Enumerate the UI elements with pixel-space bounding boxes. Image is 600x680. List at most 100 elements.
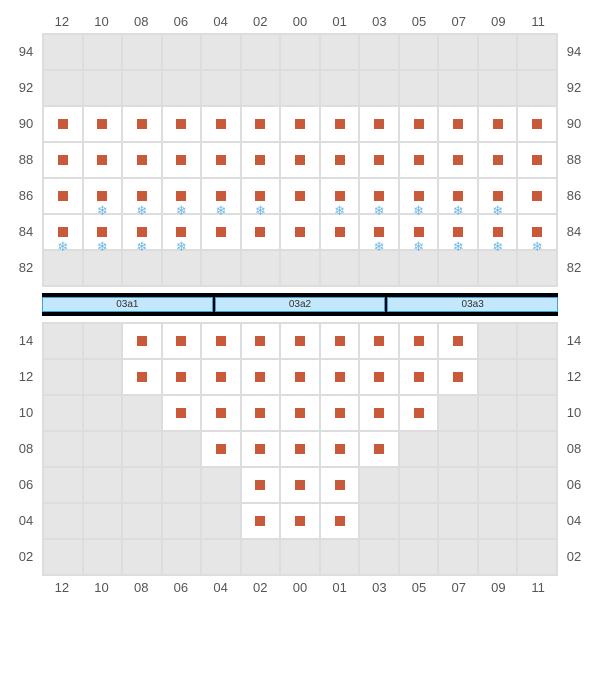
grid-cell xyxy=(122,70,162,106)
grid-cell xyxy=(399,142,439,178)
marker-icon xyxy=(216,336,226,346)
grid-cell xyxy=(122,539,162,575)
grid-cell: ❄ xyxy=(43,214,83,250)
grid-cell xyxy=(438,323,478,359)
marker-icon xyxy=(295,227,305,237)
marker-icon xyxy=(493,227,503,237)
grid-cell xyxy=(399,467,439,503)
grid-cell xyxy=(280,250,320,286)
grid-cell xyxy=(241,359,281,395)
grid-cell xyxy=(478,431,518,467)
grid-cell xyxy=(517,503,557,539)
col-label: 00 xyxy=(280,10,320,33)
grid-cell xyxy=(517,250,557,286)
grid-cell: ❄ xyxy=(162,178,202,214)
marker-icon xyxy=(176,191,186,201)
grid-cell xyxy=(359,539,399,575)
snowflake-icon: ❄ xyxy=(136,203,147,219)
marker-icon xyxy=(97,191,107,201)
grid-cell xyxy=(162,539,202,575)
marker-icon xyxy=(335,336,345,346)
grid-cell xyxy=(280,503,320,539)
marker-icon xyxy=(216,372,226,382)
grid-cell xyxy=(438,250,478,286)
bottom-row-labels-right: 14121008060402 xyxy=(558,322,590,576)
marker-icon xyxy=(335,372,345,382)
col-label: 05 xyxy=(399,10,439,33)
rack-diagram: 12100806040200010305070911 9492908886848… xyxy=(10,10,590,599)
marker-icon xyxy=(532,119,542,129)
grid-cell xyxy=(83,142,123,178)
grid-cell xyxy=(43,359,83,395)
grid-cell xyxy=(162,70,202,106)
col-label: 09 xyxy=(479,576,519,599)
marker-icon xyxy=(335,155,345,165)
grid-cell xyxy=(359,250,399,286)
marker-icon xyxy=(493,191,503,201)
row-label: 04 xyxy=(558,502,590,538)
grid-cell xyxy=(478,503,518,539)
marker-icon xyxy=(374,119,384,129)
grid-cell xyxy=(201,106,241,142)
grid-cell xyxy=(201,359,241,395)
col-label: 03 xyxy=(360,576,400,599)
marker-icon xyxy=(414,119,424,129)
grid-cell xyxy=(241,431,281,467)
grid-cell: ❄ xyxy=(399,178,439,214)
grid-cell xyxy=(280,323,320,359)
grid-cell: ❄ xyxy=(438,178,478,214)
row-label: 08 xyxy=(558,430,590,466)
grid-cell xyxy=(241,395,281,431)
grid-cell xyxy=(320,250,360,286)
grid-cell: ❄ xyxy=(517,214,557,250)
grid-cell xyxy=(517,467,557,503)
top-grid: ❄❄❄❄❄❄❄❄❄❄❄❄❄❄❄❄❄❄❄ xyxy=(42,33,558,287)
grid-cell xyxy=(201,250,241,286)
grid-cell xyxy=(438,395,478,431)
marker-icon xyxy=(532,155,542,165)
marker-icon xyxy=(295,372,305,382)
marker-icon xyxy=(58,191,68,201)
grid-cell xyxy=(201,539,241,575)
grid-cell xyxy=(162,323,202,359)
row-label: 88 xyxy=(10,141,42,177)
grid-cell xyxy=(399,395,439,431)
marker-icon xyxy=(493,155,503,165)
row-label: 84 xyxy=(558,213,590,249)
grid-cell xyxy=(241,106,281,142)
row-label: 94 xyxy=(10,33,42,69)
grid-cell xyxy=(438,70,478,106)
marker-icon xyxy=(255,336,265,346)
snowflake-icon: ❄ xyxy=(413,203,424,219)
row-label: 90 xyxy=(558,105,590,141)
marker-icon xyxy=(137,119,147,129)
row-label: 86 xyxy=(558,177,590,213)
snowflake-icon: ❄ xyxy=(453,239,464,255)
top-row-labels-right: 94929088868482 xyxy=(558,33,590,287)
grid-cell xyxy=(122,359,162,395)
grid-cell xyxy=(162,34,202,70)
marker-icon xyxy=(137,227,147,237)
grid-cell xyxy=(320,34,360,70)
grid-cell xyxy=(359,467,399,503)
bottom-row-labels-left: 14121008060402 xyxy=(10,322,42,576)
snowflake-icon: ❄ xyxy=(255,203,266,219)
divider-bar: 03a103a203a3 xyxy=(42,293,558,316)
marker-icon xyxy=(295,480,305,490)
row-label: 94 xyxy=(558,33,590,69)
marker-icon xyxy=(97,227,107,237)
grid-cell: ❄ xyxy=(162,214,202,250)
grid-cell xyxy=(201,503,241,539)
grid-cell: ❄ xyxy=(241,178,281,214)
grid-cell xyxy=(201,431,241,467)
marker-icon xyxy=(335,444,345,454)
marker-icon xyxy=(414,408,424,418)
grid-cell xyxy=(43,70,83,106)
grid-cell xyxy=(162,503,202,539)
bottom-col-labels-lower: 12100806040200010305070911 xyxy=(42,576,558,599)
grid-cell xyxy=(517,178,557,214)
grid-cell xyxy=(83,323,123,359)
marker-icon xyxy=(216,119,226,129)
marker-icon xyxy=(374,408,384,418)
grid-cell xyxy=(122,503,162,539)
